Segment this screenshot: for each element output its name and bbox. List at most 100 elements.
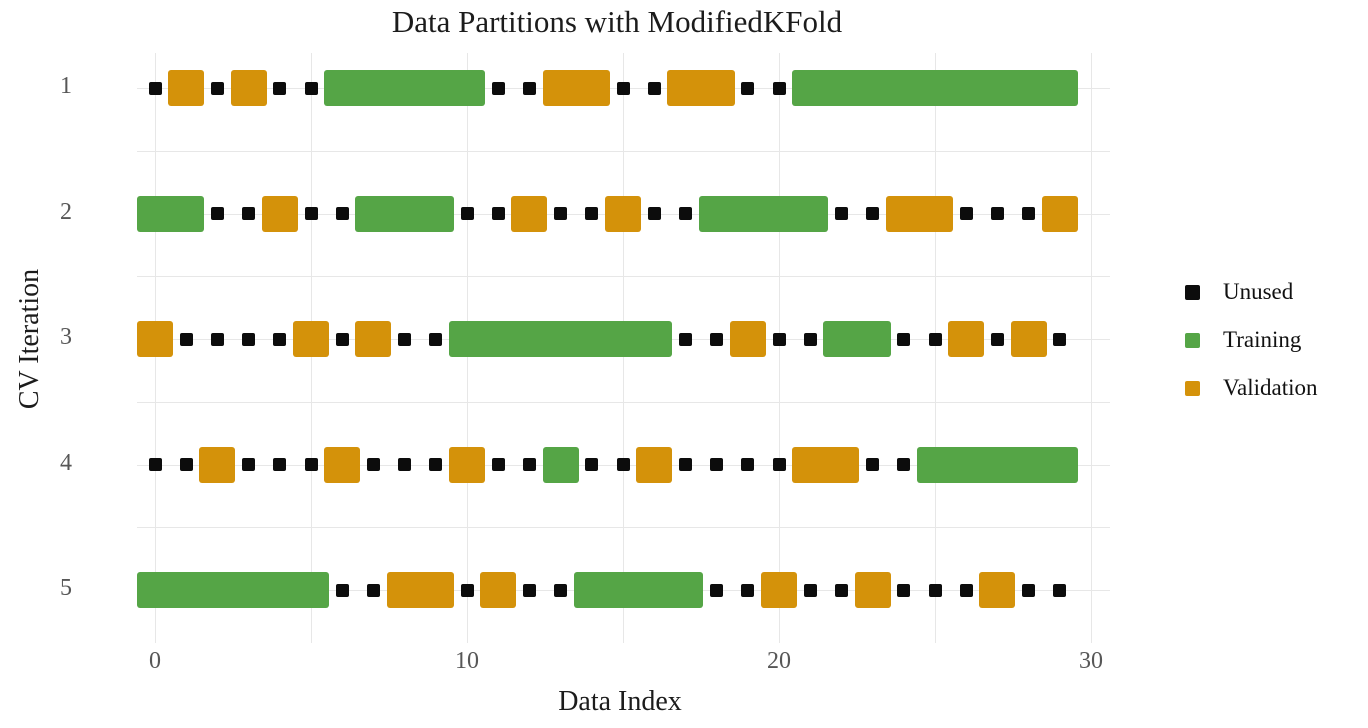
unused-marker xyxy=(210,81,224,95)
x-tick-label: 0 xyxy=(149,648,161,674)
training-marker xyxy=(355,195,454,232)
unused-marker xyxy=(273,458,287,471)
unused-marker xyxy=(710,458,724,471)
unused-marker xyxy=(897,583,911,597)
unused-marker xyxy=(678,332,692,346)
unused-marker xyxy=(803,583,817,597)
validation-marker xyxy=(854,572,891,608)
unused-marker xyxy=(491,207,505,220)
x-tick-label: 10 xyxy=(455,648,479,674)
unused-marker xyxy=(990,207,1004,220)
unused-marker xyxy=(522,81,536,95)
y-tick-label: 2 xyxy=(60,198,72,225)
unused-marker xyxy=(1022,583,1036,597)
unused-marker xyxy=(741,583,755,597)
validation-marker xyxy=(948,321,985,357)
validation-marker xyxy=(636,446,673,483)
v-gridline xyxy=(935,53,936,643)
validation-marker xyxy=(230,70,267,106)
unused-marker xyxy=(242,207,256,220)
unused-marker xyxy=(179,458,193,471)
unused-marker xyxy=(585,207,599,220)
legend-item: Unused xyxy=(1185,278,1318,306)
unused-marker xyxy=(242,332,256,346)
y-tick-label: 5 xyxy=(60,575,72,601)
unused-marker xyxy=(710,583,724,597)
unused-marker xyxy=(772,81,786,95)
validation-marker xyxy=(137,321,173,357)
validation-marker xyxy=(667,70,735,106)
unused-marker xyxy=(460,207,474,220)
y-tick-label: 1 xyxy=(60,73,72,99)
validation-marker xyxy=(1041,195,1078,232)
validation-marker xyxy=(168,70,205,106)
unused-marker xyxy=(554,207,568,220)
validation-marker xyxy=(885,195,953,232)
unused-marker xyxy=(335,207,349,220)
unused-marker xyxy=(491,81,505,95)
chart-title: Data Partitions with ModifiedKFold xyxy=(391,4,843,39)
validation-marker xyxy=(511,195,548,232)
unused-marker xyxy=(834,207,848,220)
unused-marker xyxy=(429,458,443,471)
validation-marker xyxy=(792,446,860,483)
unused-marker xyxy=(616,458,630,471)
legend-label: Unused xyxy=(1223,279,1294,304)
unused-marker xyxy=(1053,332,1067,346)
legend-swatch-icon xyxy=(1185,380,1200,396)
legend-label: Validation xyxy=(1223,375,1318,400)
unused-marker xyxy=(928,332,942,346)
validation-marker xyxy=(979,572,1016,608)
unused-marker xyxy=(273,81,287,95)
unused-marker xyxy=(179,332,193,346)
validation-marker xyxy=(293,321,329,357)
unused-marker xyxy=(990,332,1004,346)
unused-marker xyxy=(1022,207,1036,220)
unused-marker xyxy=(304,458,318,471)
legend-item: Training xyxy=(1185,326,1318,354)
unused-marker xyxy=(398,458,412,471)
unused-marker xyxy=(647,207,661,220)
v-gridline xyxy=(779,53,780,643)
y-tick-label: 4 xyxy=(60,449,72,476)
unused-marker xyxy=(335,583,349,597)
validation-marker xyxy=(324,446,361,483)
unused-marker xyxy=(304,81,318,95)
v-gridline xyxy=(1091,53,1092,643)
unused-marker xyxy=(242,458,256,471)
unused-marker xyxy=(366,458,380,471)
unused-marker xyxy=(491,458,505,471)
unused-marker xyxy=(772,332,786,346)
unused-marker xyxy=(460,583,474,597)
validation-marker xyxy=(355,321,392,357)
training-marker xyxy=(917,446,1078,483)
legend-swatch-icon xyxy=(1185,284,1200,300)
unused-marker xyxy=(741,458,755,471)
unused-marker xyxy=(834,583,848,597)
unused-marker xyxy=(897,332,911,346)
validation-marker xyxy=(199,446,236,483)
unused-marker xyxy=(429,332,443,346)
validation-marker xyxy=(1010,321,1047,357)
training-marker xyxy=(137,572,329,608)
training-marker xyxy=(449,321,673,357)
unused-marker xyxy=(398,332,412,346)
unused-marker xyxy=(210,332,224,346)
training-marker xyxy=(137,195,205,232)
validation-marker xyxy=(605,195,641,232)
unused-marker xyxy=(866,458,880,471)
unused-marker xyxy=(772,458,786,471)
legend-label: Training xyxy=(1223,327,1302,352)
validation-marker xyxy=(729,321,766,357)
x-tick-label: 20 xyxy=(767,648,791,674)
unused-marker xyxy=(304,207,318,220)
unused-marker xyxy=(1053,583,1067,597)
legend-swatch-icon xyxy=(1185,332,1200,348)
unused-marker xyxy=(741,81,755,95)
y-tick-label: 3 xyxy=(60,324,72,350)
unused-marker xyxy=(803,332,817,346)
unused-marker xyxy=(210,207,224,220)
legend-item: Validation xyxy=(1185,374,1318,402)
unused-marker xyxy=(273,332,287,346)
unused-marker xyxy=(554,583,568,597)
